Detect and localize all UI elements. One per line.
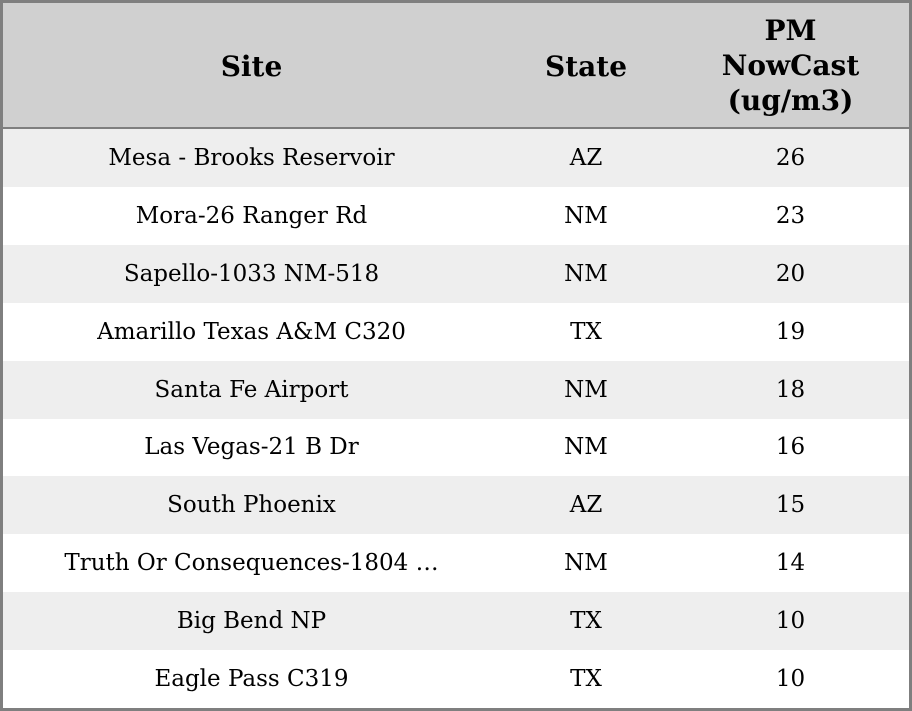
- table-row: South Phoenix AZ 15: [3, 476, 909, 535]
- cell-state: NM: [564, 376, 608, 403]
- column-header-site: Site: [3, 47, 500, 84]
- cell-site: Truth Or Consequences-1804 …: [64, 550, 439, 577]
- cell-site: Mesa - Brooks Reservoir: [108, 144, 395, 171]
- table-body: Mesa - Brooks Reservoir AZ 26 Mora-26 Ra…: [3, 129, 909, 709]
- table-row: Las Vegas-21 B Dr NM 16: [3, 418, 909, 477]
- cell-pm-nowcast: 16: [775, 434, 806, 461]
- table-row: Mora-26 Ranger Rd NM 23: [3, 186, 909, 245]
- table-row: Eagle Pass C319 TX 10: [3, 650, 909, 709]
- cell-site: Sapello-1033 NM-518: [123, 260, 380, 287]
- table-row: Truth Or Consequences-1804 … NM 14: [3, 534, 909, 593]
- cell-pm-nowcast: 20: [775, 260, 806, 287]
- cell-pm-nowcast: 10: [775, 608, 806, 635]
- table-row: Sapello-1033 NM-518 NM 20: [3, 244, 909, 303]
- cell-site: Big Bend NP: [176, 608, 327, 635]
- column-header-state-label: State: [544, 49, 628, 83]
- table-row: Mesa - Brooks Reservoir AZ 26: [3, 129, 909, 187]
- cell-site: Las Vegas-21 B Dr: [144, 434, 359, 461]
- cell-pm-nowcast: 26: [775, 144, 806, 171]
- cell-state: AZ: [569, 492, 603, 519]
- cell-pm-nowcast: 14: [775, 550, 806, 577]
- cell-pm-nowcast: 19: [775, 318, 806, 345]
- column-header-site-label: Site: [220, 49, 283, 83]
- cell-site: Santa Fe Airport: [154, 376, 349, 403]
- cell-pm-nowcast: 18: [775, 376, 806, 403]
- cell-state: TX: [570, 608, 602, 635]
- cell-state: NM: [564, 550, 608, 577]
- cell-site: South Phoenix: [167, 492, 336, 519]
- cell-state: NM: [564, 260, 608, 287]
- table-row: Amarillo Texas A&M C320 TX 19: [3, 302, 909, 361]
- column-header-pm-nowcast-label: PM NowCast (ug/m3): [721, 13, 860, 117]
- cell-pm-nowcast: 15: [775, 492, 806, 519]
- column-header-pm-nowcast: PM NowCast (ug/m3): [672, 13, 909, 118]
- cell-site: Eagle Pass C319: [154, 666, 349, 693]
- cell-site: Mora-26 Ranger Rd: [135, 202, 368, 229]
- cell-state: AZ: [569, 144, 603, 171]
- column-header-state: State: [500, 47, 672, 84]
- cell-pm-nowcast: 10: [775, 666, 806, 693]
- cell-site: Amarillo Texas A&M C320: [97, 318, 406, 345]
- table-row: Santa Fe Airport NM 18: [3, 360, 909, 419]
- cell-state: TX: [570, 318, 602, 345]
- table-header-row: Site State PM NowCast (ug/m3): [3, 3, 909, 129]
- cell-pm-nowcast: 23: [775, 202, 806, 229]
- table-row: Big Bend NP TX 10: [3, 592, 909, 651]
- cell-state: TX: [570, 666, 602, 693]
- cell-state: NM: [564, 202, 608, 229]
- cell-state: NM: [564, 434, 608, 461]
